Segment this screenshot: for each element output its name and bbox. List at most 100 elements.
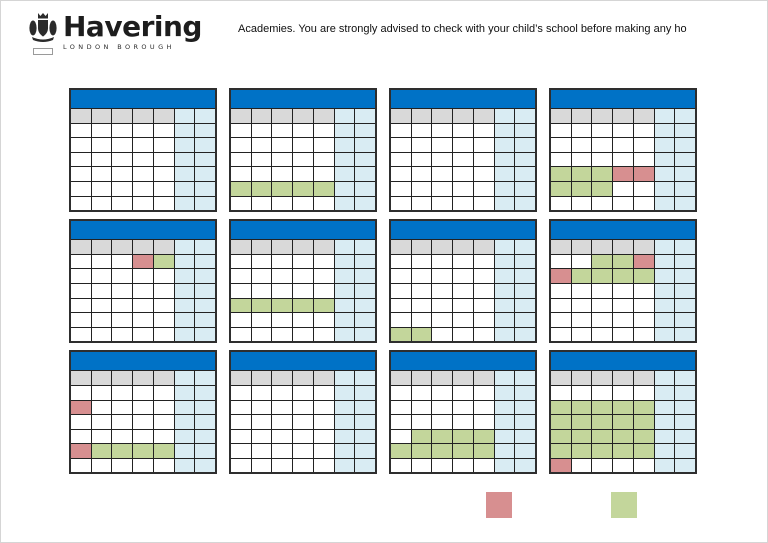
day-cell xyxy=(633,298,654,313)
day-cell xyxy=(411,167,432,181)
day-cell xyxy=(153,327,174,342)
day-cell xyxy=(391,167,411,181)
closure-cell xyxy=(551,269,571,283)
day-cell xyxy=(411,313,432,327)
day-cell xyxy=(251,385,272,400)
day-header-cell xyxy=(391,240,411,254)
day-cell xyxy=(391,269,411,283)
day-cell xyxy=(153,123,174,138)
weekend-cell xyxy=(515,269,535,283)
day-cell xyxy=(71,283,91,298)
holiday-cell xyxy=(592,181,613,196)
weekend-cell xyxy=(355,298,375,313)
closure-cell xyxy=(633,167,654,181)
month-title-bar xyxy=(231,90,375,109)
day-cell xyxy=(473,123,494,138)
weekend-cell xyxy=(195,254,215,269)
holiday-cell xyxy=(411,429,432,444)
weekend-header-cell xyxy=(515,109,535,123)
day-cell xyxy=(71,313,91,327)
month-day-grid xyxy=(231,371,375,473)
day-cell xyxy=(432,458,453,473)
weekend-header-cell xyxy=(675,371,695,385)
day-header-cell xyxy=(592,240,613,254)
weekend-cell xyxy=(654,181,675,196)
closure-cell xyxy=(133,254,153,269)
day-header-cell xyxy=(71,240,91,254)
holiday-cell xyxy=(272,181,293,196)
day-cell xyxy=(293,400,313,415)
day-cell xyxy=(293,196,313,211)
day-cell xyxy=(91,458,112,473)
weekend-cell xyxy=(174,123,195,138)
weekend-cell xyxy=(195,400,215,415)
holiday-cell xyxy=(592,444,613,458)
day-cell xyxy=(133,458,153,473)
day-cell xyxy=(293,269,313,283)
day-cell xyxy=(272,152,293,167)
holiday-cell xyxy=(571,269,592,283)
holiday-cell xyxy=(571,167,592,181)
day-cell xyxy=(411,385,432,400)
holiday-cell xyxy=(613,429,633,444)
day-cell xyxy=(633,123,654,138)
day-cell xyxy=(411,138,432,152)
weekend-cell xyxy=(174,181,195,196)
weekend-cell xyxy=(654,123,675,138)
day-cell xyxy=(272,123,293,138)
weekend-cell xyxy=(355,400,375,415)
month-calendar-3 xyxy=(389,88,537,213)
day-header-cell xyxy=(313,109,334,123)
day-header-cell xyxy=(613,240,633,254)
day-cell xyxy=(432,254,453,269)
day-cell xyxy=(592,196,613,211)
holiday-cell xyxy=(551,181,571,196)
weekend-cell xyxy=(675,254,695,269)
day-cell xyxy=(453,400,473,415)
weekend-cell xyxy=(515,400,535,415)
day-cell xyxy=(293,138,313,152)
weekend-cell xyxy=(334,400,355,415)
weekend-cell xyxy=(334,283,355,298)
day-cell xyxy=(613,313,633,327)
day-cell xyxy=(272,385,293,400)
weekend-cell xyxy=(174,196,195,211)
day-cell xyxy=(293,313,313,327)
calendar-months-grid xyxy=(69,88,697,475)
month-calendar-7 xyxy=(389,219,537,344)
weekend-cell xyxy=(515,181,535,196)
day-cell xyxy=(112,269,133,283)
weekend-cell xyxy=(515,196,535,211)
day-cell xyxy=(592,298,613,313)
weekend-cell xyxy=(355,269,375,283)
weekend-cell xyxy=(494,283,515,298)
weekend-cell xyxy=(494,327,515,342)
holiday-cell xyxy=(592,415,613,429)
day-cell xyxy=(112,429,133,444)
day-cell xyxy=(133,283,153,298)
day-cell xyxy=(293,458,313,473)
day-cell xyxy=(91,327,112,342)
crest-block xyxy=(28,11,58,55)
weekend-cell xyxy=(654,269,675,283)
day-cell xyxy=(432,298,453,313)
day-cell xyxy=(71,458,91,473)
day-cell xyxy=(231,444,251,458)
holiday-cell xyxy=(313,181,334,196)
legend-green-swatch xyxy=(611,492,637,518)
weekend-cell xyxy=(675,269,695,283)
month-day-grid xyxy=(551,109,695,211)
day-cell xyxy=(551,327,571,342)
weekend-cell xyxy=(675,298,695,313)
day-cell xyxy=(133,152,153,167)
weekend-cell xyxy=(334,429,355,444)
day-cell xyxy=(251,196,272,211)
weekend-cell xyxy=(174,458,195,473)
weekend-cell xyxy=(334,123,355,138)
day-cell xyxy=(112,313,133,327)
day-cell xyxy=(391,152,411,167)
legend-red-swatch xyxy=(486,492,512,518)
day-cell xyxy=(91,152,112,167)
holiday-cell xyxy=(251,298,272,313)
day-header-cell xyxy=(91,371,112,385)
